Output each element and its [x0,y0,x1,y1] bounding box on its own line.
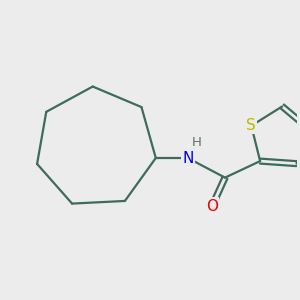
Text: H: H [192,136,202,149]
Text: N: N [182,151,194,166]
Text: O: O [206,199,218,214]
Text: S: S [246,118,256,133]
